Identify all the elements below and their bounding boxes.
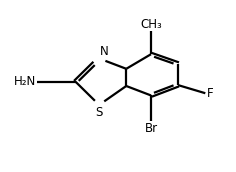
Text: CH₃: CH₃ (140, 18, 162, 31)
Text: F: F (206, 87, 213, 100)
Text: S: S (95, 106, 103, 119)
Text: Br: Br (144, 122, 158, 135)
Text: N: N (100, 45, 109, 58)
Text: H₂N: H₂N (14, 75, 37, 88)
